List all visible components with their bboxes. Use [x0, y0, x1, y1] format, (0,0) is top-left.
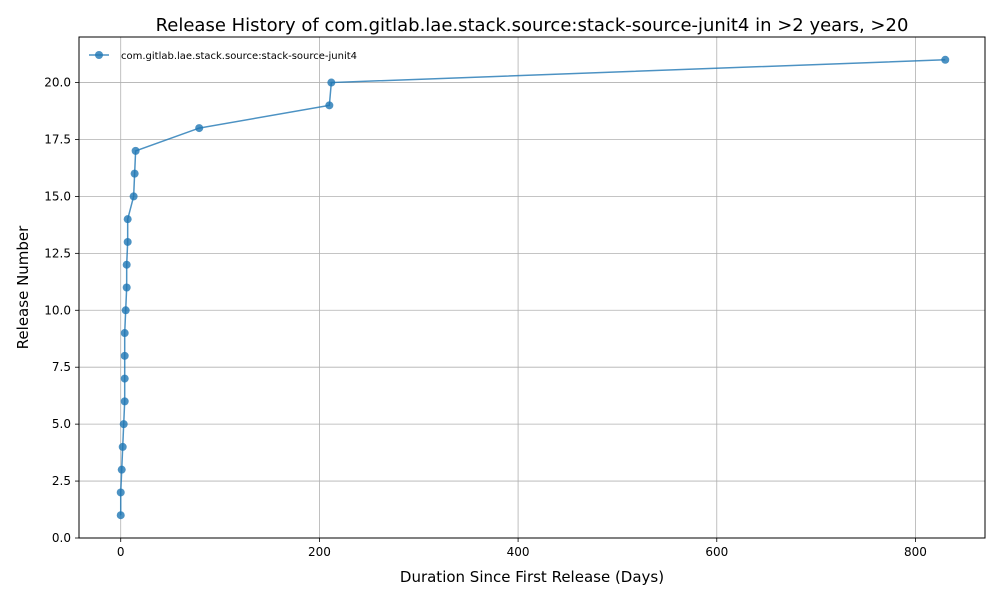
legend: com.gitlab.lae.stack.source:stack-source… — [89, 51, 357, 62]
data-point — [118, 442, 127, 451]
y-tick-label: 0.0 — [52, 531, 71, 545]
data-point — [120, 397, 129, 406]
data-point — [122, 260, 131, 269]
legend-label: com.gitlab.lae.stack.source:stack-source… — [121, 51, 357, 62]
plot-frame — [78, 36, 986, 539]
data-point — [116, 488, 125, 497]
legend-marker — [95, 51, 103, 59]
axis-ticks: 0 200 400 600 800 0.0 2.5 5.0 7.5 10.0 12.5 15.0 17.… — [44, 76, 927, 559]
data-point — [941, 55, 950, 64]
data-point — [119, 420, 128, 429]
data-point — [130, 169, 139, 178]
data-point — [121, 306, 130, 315]
data-point — [123, 237, 132, 246]
data-point — [131, 146, 140, 155]
data-point — [123, 215, 132, 224]
data-point — [129, 192, 138, 201]
x-tick-label: 600 — [705, 545, 728, 559]
y-tick-label: 2.5 — [52, 474, 71, 488]
y-tick-label: 7.5 — [52, 360, 71, 374]
data-point — [116, 511, 125, 520]
x-axis-title: Duration Since First Release (Days) — [400, 568, 664, 586]
data-point — [325, 101, 334, 110]
y-tick-label: 15.0 — [44, 189, 71, 203]
x-tick-label: 400 — [507, 545, 530, 559]
y-tick-label: 10.0 — [44, 303, 71, 317]
x-tick-label: 800 — [904, 545, 927, 559]
chart-title: Release History of com.gitlab.lae.stack.… — [156, 15, 909, 36]
x-tick-label: 200 — [308, 545, 331, 559]
y-tick-label: 17.5 — [44, 132, 71, 146]
x-tick-label: 0 — [117, 545, 125, 559]
data-point — [122, 283, 131, 292]
data-point — [117, 465, 126, 474]
data-point — [120, 374, 129, 383]
data-point — [195, 124, 204, 133]
y-tick-label: 5.0 — [52, 417, 71, 431]
series-layer — [116, 55, 950, 520]
y-tick-label: 12.5 — [44, 246, 71, 260]
data-point — [120, 329, 129, 338]
y-axis-title: Release Number — [14, 225, 32, 349]
data-point — [120, 351, 129, 360]
y-tick-label: 20.0 — [44, 76, 71, 90]
data-point — [327, 78, 336, 87]
